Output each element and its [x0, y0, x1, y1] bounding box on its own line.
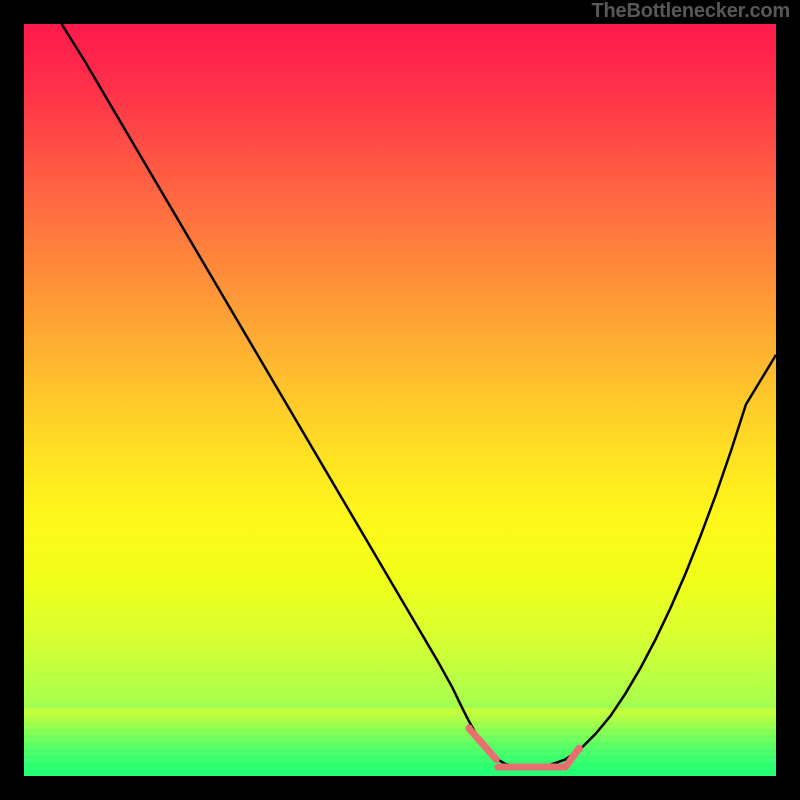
plot-area	[24, 24, 776, 776]
watermark-text: TheBottlenecker.com	[592, 0, 791, 23]
trough-highlight-dot	[466, 724, 473, 731]
chart-container: TheBottlenecker.com	[0, 0, 800, 800]
trough-highlight-dot	[575, 745, 583, 753]
chart-svg	[24, 24, 776, 776]
